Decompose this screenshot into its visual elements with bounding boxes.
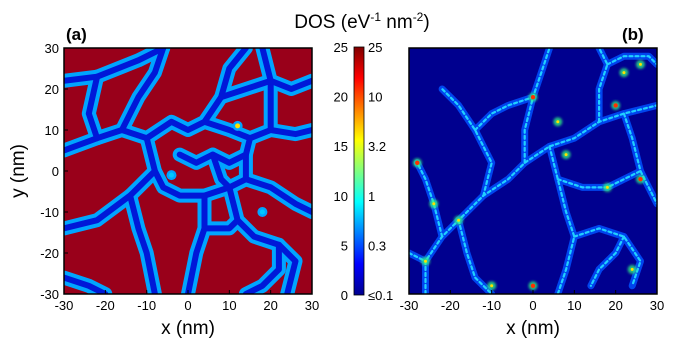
colorbar-gradient [353,46,365,296]
network-line-core [457,219,493,294]
hot-spot-core [424,259,428,263]
network-line-core [573,227,642,287]
hot-spot-core [638,177,643,182]
y-axis-label-a: y (nm) [8,144,29,198]
colorbar-left-tick: 5 [341,238,348,253]
panel-a: (a) -30 -20 -10 0 10 20 30 30 20 10 0 -10 -20 -30 x … [8,25,319,339]
colorbar-right-tick: 1 [368,189,375,204]
colorbar-right-tick: ≤0.1 [368,288,393,303]
heatmap-spot-core [259,209,265,215]
colorbar-left-tick: 25 [334,40,348,55]
x-axis-label-a: x (nm) [161,318,215,339]
x-tick-label: 20 [608,298,622,313]
colorbar-right-tick: 10 [368,90,382,105]
network-line-core [64,274,109,294]
hot-spot-core [432,202,436,206]
network-line-core [606,55,657,66]
y-tick-label: 0 [52,164,59,179]
network-line-core [474,96,535,132]
colorbar: 25 20 15 10 5 0 25 10 3.2 1 0.3 ≤0.1 [334,40,394,303]
x-tick-label: -30 [400,298,419,313]
network-line-core [589,235,625,287]
network-line-core [218,77,312,101]
colorbar-right-tick: 25 [368,40,382,55]
hot-spot-core [605,185,609,189]
panel-b: (b) -30 -20 -10 0 10 20 30 x (nm) [400,25,665,339]
colorbar-right-tick: 0.3 [368,238,386,253]
network-line-core [64,168,158,232]
hot-spot-core [613,103,618,108]
heatmap-spot-core [168,172,174,178]
x-tick-label: 0 [184,298,191,313]
hot-spot-core [530,95,536,100]
hot-spot-core [630,267,634,271]
x-tick-label: -10 [137,298,156,313]
hot-spot-core [556,120,560,124]
network-line-core [185,192,208,294]
panel-label-a: (a) [66,25,87,44]
network-line-core [441,87,493,197]
y-tick-label: -30 [40,287,59,302]
hot-spot-core [415,160,420,165]
hot-spot-core [622,71,626,75]
x-tick-label: -20 [96,298,115,313]
network-line-core [598,48,609,123]
colorbar-left-tick: 15 [334,139,348,154]
network-line-core [201,118,312,142]
hot-spot-core [457,218,461,222]
x-tick-label: -30 [55,298,74,313]
network-line-core [85,73,101,142]
x-tick-label: 10 [567,298,581,313]
network-line-core [548,145,576,294]
heatmap-spot-core [235,123,241,129]
network-line-core [242,241,282,294]
x-tick-label: 20 [263,298,277,313]
x-axis-label-b: x (nm) [506,318,560,339]
heatmap-b-background [409,48,657,294]
network-line-core [64,127,150,154]
network-line-core [226,184,299,294]
network-line-core [64,48,167,84]
colorbar-left-tick: 0 [341,288,348,303]
network-line-core [424,104,657,294]
hot-spot-core [490,284,494,288]
heatmap-a-network [64,48,312,294]
colorbar-left-tick: 20 [334,90,348,105]
colorbar-left-tick: 10 [334,189,348,204]
network-line-core [201,217,241,232]
x-tick-label: 0 [529,298,536,313]
network-line-core [556,169,642,189]
chart-title: DOS (eV-1 nm-2) [294,10,429,33]
hot-spot-core [564,153,568,157]
x-tick-label: -10 [482,298,501,313]
panel-label-b: (b) [622,25,644,44]
y-tick-label: 10 [45,123,59,138]
y-tick-label: -10 [40,205,59,220]
y-tick-label: 30 [45,41,59,56]
y-tick-label: 20 [45,82,59,97]
y-tick-label: -20 [40,246,59,261]
heatmap-b-network [409,48,657,294]
x-tick-label: 10 [222,298,236,313]
x-tick-label: 30 [650,298,664,313]
hot-spot-core [638,62,642,66]
x-tick-label: -20 [441,298,460,313]
network-line-core [118,48,167,133]
network-line-core [242,176,312,215]
network-line-core [209,151,233,191]
network-line-core [416,161,444,238]
x-tick-label: 30 [305,298,319,313]
colorbar-right-tick: 3.2 [368,139,386,154]
network-line-core [127,192,158,294]
hot-spot-core [530,283,536,288]
